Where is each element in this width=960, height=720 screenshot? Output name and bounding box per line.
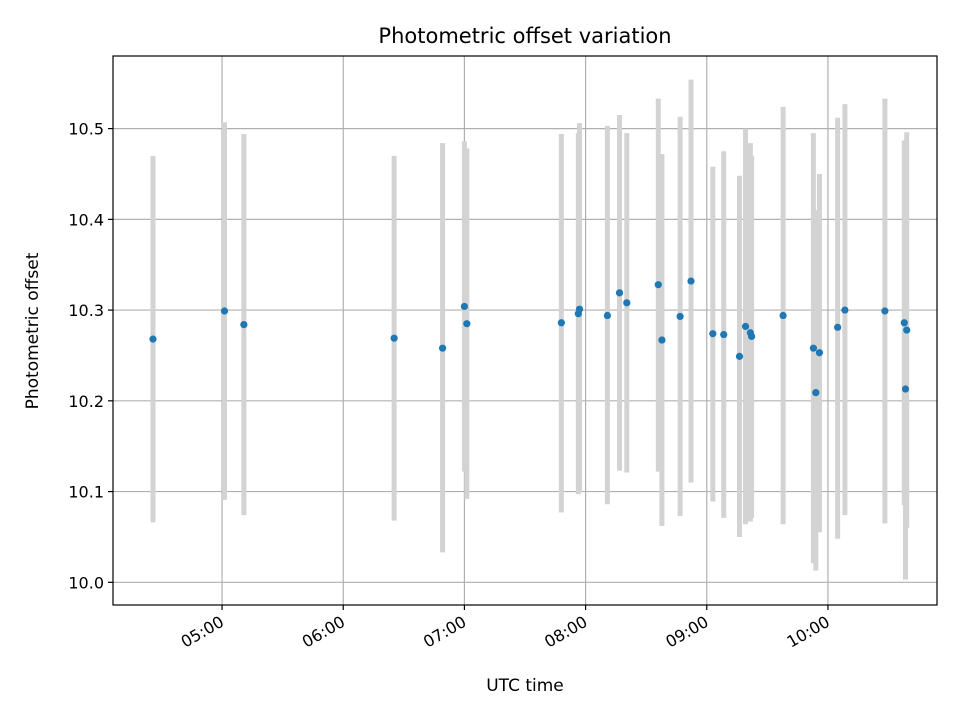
data-point — [903, 326, 911, 334]
y-tick-label: 10.2 — [68, 392, 104, 411]
data-point — [658, 336, 666, 344]
data-points — [149, 277, 911, 397]
data-point — [815, 349, 824, 357]
data-point — [735, 352, 744, 360]
data-point — [709, 330, 717, 338]
data-point — [220, 307, 229, 315]
data-point — [623, 299, 631, 307]
data-point — [575, 305, 584, 313]
data-point — [557, 319, 565, 327]
data-point — [834, 323, 842, 331]
y-tick-label: 10.0 — [68, 573, 104, 592]
data-point — [881, 307, 889, 315]
data-point — [809, 344, 818, 352]
data-point — [460, 302, 469, 311]
data-point — [463, 320, 471, 328]
data-point — [240, 321, 248, 329]
y-axis-label: Photometric offset — [23, 252, 43, 409]
data-point — [900, 319, 908, 327]
y-tick-label: 10.5 — [68, 120, 104, 139]
data-point — [720, 330, 728, 339]
y-tick-label: 10.1 — [68, 483, 104, 502]
y-axis-ticks: 10.0 10.1 10.2 10.3 10.4 10.5 — [68, 120, 113, 592]
data-point — [779, 311, 787, 320]
data-point — [841, 306, 849, 314]
data-point — [676, 312, 684, 321]
y-tick-label: 10.3 — [68, 301, 104, 320]
data-point — [439, 344, 447, 352]
data-point — [748, 332, 756, 340]
plot-frame — [112, 55, 938, 606]
x-axis-label: UTC time — [486, 676, 564, 696]
y-tick-label: 10.4 — [68, 210, 104, 229]
data-point — [901, 385, 910, 393]
data-point — [741, 322, 750, 331]
data-point — [615, 289, 624, 297]
data-point — [812, 389, 820, 397]
data-point — [390, 334, 398, 342]
data-point — [149, 335, 157, 343]
data-point — [603, 311, 612, 320]
chart-title: Photometric offset variation — [378, 24, 671, 48]
data-point — [654, 281, 662, 289]
data-point — [687, 277, 695, 285]
